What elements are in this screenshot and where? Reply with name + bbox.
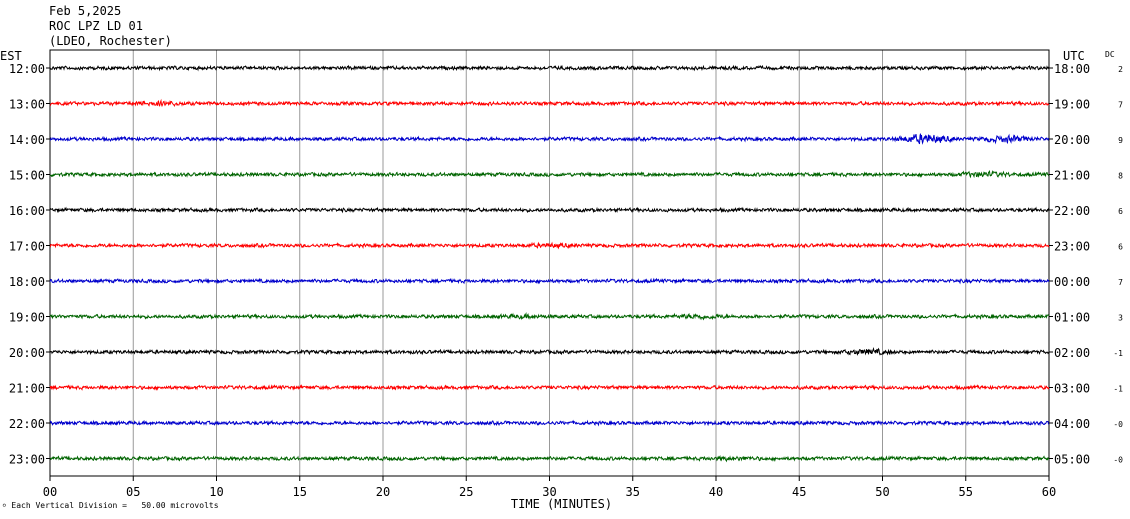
est-axis-label: EST [0, 49, 22, 63]
trace-line [49, 454, 1050, 463]
trace-line [49, 169, 1050, 179]
utc-time-label: 18:00 [1054, 62, 1090, 76]
x-tick-label: 10 [209, 485, 223, 499]
dc-value: 7 [1118, 101, 1123, 110]
scale-note: ⸰ Each Vertical Division = 50.00 microvo… [2, 500, 219, 511]
x-tick-label: 45 [792, 485, 806, 499]
dc-value: 8 [1118, 172, 1123, 181]
utc-time-label: 03:00 [1054, 382, 1090, 396]
trace-line [49, 277, 1050, 285]
x-tick-label: 55 [959, 485, 973, 499]
trace-line [49, 346, 1050, 356]
est-time-label: 17:00 [9, 240, 45, 254]
est-time-label: 20:00 [9, 346, 45, 360]
x-axis-label: TIME (MINUTES) [511, 497, 612, 511]
est-time-label: 22:00 [9, 417, 45, 431]
utc-time-label: 00:00 [1054, 275, 1090, 289]
est-time-label: 16:00 [9, 204, 45, 218]
x-tick-label: 25 [459, 485, 473, 499]
x-tick-label: 35 [626, 485, 640, 499]
utc-time-label: 01:00 [1054, 311, 1090, 325]
est-time-label: 19:00 [9, 311, 45, 325]
trace-line [49, 311, 1050, 321]
station-label: ROC LPZ LD 01 [49, 19, 143, 33]
est-time-label: 14:00 [9, 133, 45, 147]
est-time-label: 18:00 [9, 275, 45, 289]
trace-line [49, 133, 1050, 145]
x-tick-label: 60 [1042, 485, 1056, 499]
dc-header-label: DC [1105, 50, 1115, 59]
dc-value: 6 [1118, 243, 1123, 252]
x-tick-label: 15 [293, 485, 307, 499]
x-tick-label: 50 [875, 485, 889, 499]
est-time-label: 23:00 [9, 453, 45, 467]
x-tick-label: 40 [709, 485, 723, 499]
network-label: (LDEO, Rochester) [49, 34, 172, 48]
dc-value: 7 [1118, 278, 1123, 287]
dc-value: 9 [1118, 136, 1123, 145]
dc-value: 6 [1118, 207, 1123, 216]
x-tick-label: 05 [126, 485, 140, 499]
est-time-label: 21:00 [9, 382, 45, 396]
trace-line [49, 206, 1050, 214]
date-label: Feb 5,2025 [49, 4, 122, 18]
scale-note-text: Each Vertical Division = 50.00 microvolt… [11, 501, 219, 510]
dc-value: 2 [1118, 65, 1123, 74]
scale-icon: ⸰ [2, 501, 12, 510]
trace-line [49, 98, 1050, 108]
trace-line [49, 419, 1050, 427]
x-tick-label: 30 [542, 485, 556, 499]
utc-time-label: 19:00 [1054, 98, 1090, 112]
utc-axis-label: UTC [1063, 49, 1085, 63]
trace-line [49, 241, 1050, 250]
dc-value: 3 [1118, 314, 1123, 323]
x-tick-label: 20 [376, 485, 390, 499]
est-time-label: 13:00 [9, 98, 45, 112]
utc-time-label: 21:00 [1054, 169, 1090, 183]
utc-time-label: 04:00 [1054, 417, 1090, 431]
utc-time-label: 05:00 [1054, 453, 1090, 467]
trace-line [49, 384, 1050, 391]
utc-time-label: 22:00 [1054, 204, 1090, 218]
x-tick-label: 00 [43, 485, 57, 499]
utc-time-label: 23:00 [1054, 240, 1090, 254]
dc-value: -0 [1113, 420, 1123, 429]
est-time-label: 15:00 [9, 169, 45, 183]
utc-time-label: 02:00 [1054, 346, 1090, 360]
est-time-label: 12:00 [9, 62, 45, 76]
dc-value: -1 [1113, 385, 1123, 394]
trace-line [49, 64, 1050, 72]
dc-value: -0 [1113, 456, 1123, 465]
dc-value: -1 [1113, 349, 1123, 358]
utc-time-label: 20:00 [1054, 133, 1090, 147]
